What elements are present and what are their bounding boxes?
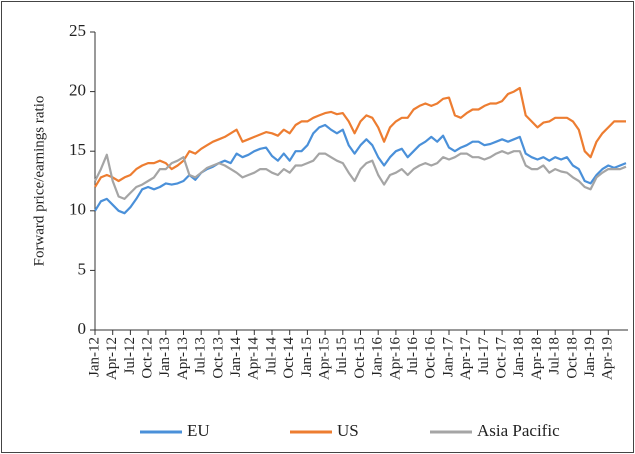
x-tick-label: Jul-17 [476, 337, 492, 375]
x-tick-label: Apr-19 [600, 337, 616, 380]
y-axis-label: Forward price/earnings ratio [31, 96, 47, 267]
legend-label: US [337, 421, 359, 440]
x-tick-label: Jan-19 [582, 337, 598, 377]
series-line [94, 150, 627, 200]
x-tick-label: Jul-13 [193, 337, 209, 375]
x-tick-label: Oct-16 [423, 337, 439, 379]
x-tick-label: Jan-16 [370, 337, 386, 377]
x-tick-label: Jul-16 [405, 337, 421, 375]
x-tick-label: Jul-15 [334, 337, 350, 375]
y-tick-label: 15 [69, 140, 86, 159]
y-tick-label: 0 [78, 319, 87, 338]
y-tick-label: 25 [69, 21, 86, 40]
legend-label: Asia Pacific [477, 421, 560, 440]
x-tick-label: Jul-14 [263, 337, 279, 375]
x-tick-label: Jan-15 [299, 337, 315, 377]
x-tick-label: Jan-17 [440, 337, 456, 377]
x-tick-label: Jan-14 [228, 337, 244, 377]
x-tick-label: Oct-17 [494, 337, 510, 379]
y-tick-label: 5 [78, 259, 87, 278]
x-tick-label: Apr-12 [104, 337, 120, 380]
x-tick-label: Apr-18 [529, 337, 545, 380]
y-tick-label: 20 [69, 81, 86, 100]
series-line [94, 123, 627, 215]
legend-label: EU [187, 421, 210, 440]
x-tick-label: Jan-13 [157, 337, 173, 377]
y-tick-label: 10 [69, 200, 86, 219]
series-line [94, 86, 626, 188]
x-tick-label: Oct-15 [352, 337, 368, 379]
x-tick-label: Apr-16 [387, 337, 403, 381]
x-tick-label: Oct-13 [210, 337, 226, 379]
x-tick-label: Oct-12 [140, 337, 156, 379]
x-tick-label: Apr-13 [175, 337, 191, 380]
x-tick-label: Jul-18 [547, 337, 563, 375]
x-tick-label: Jan-12 [86, 337, 102, 377]
x-tick-label: Apr-15 [317, 337, 333, 380]
x-tick-label: Jan-18 [511, 337, 527, 377]
x-tick-label: Jul-12 [122, 337, 138, 375]
x-tick-label: Oct-14 [281, 337, 297, 379]
x-tick-label: Apr-17 [458, 337, 474, 381]
x-tick-label: Apr-14 [246, 337, 262, 381]
x-tick-label: Oct-18 [564, 337, 580, 379]
